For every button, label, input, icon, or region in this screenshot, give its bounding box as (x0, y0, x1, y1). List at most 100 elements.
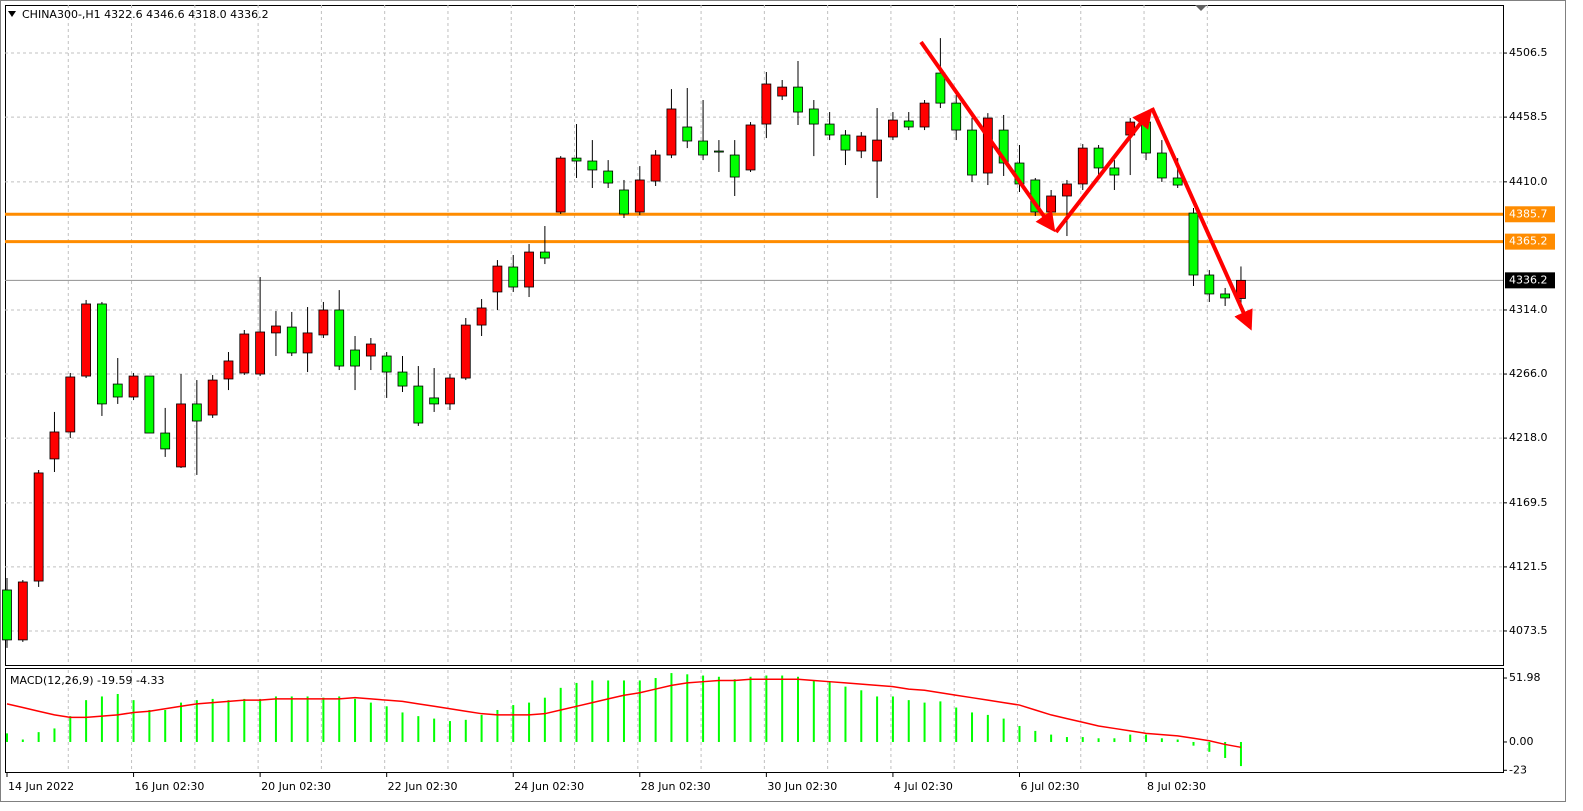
candle-body (445, 377, 455, 405)
candle-body (793, 86, 803, 113)
macd-bar (1224, 741, 1227, 758)
candle-body (982, 117, 993, 174)
candle-body (524, 251, 534, 288)
candle-body (381, 355, 392, 373)
macd-bar (37, 732, 40, 742)
macd-bar (1176, 739, 1179, 742)
candle-body (682, 126, 693, 142)
macd-bar (1002, 718, 1005, 742)
candle-body (1062, 183, 1072, 197)
candle-body (429, 397, 440, 405)
candle-body (903, 120, 914, 128)
macd-bar (385, 706, 388, 742)
macd-bar (733, 679, 736, 742)
macd-bar (1239, 741, 1242, 767)
candle-body (634, 179, 645, 213)
y-tick-label: 0.00 (1509, 735, 1534, 748)
candle-body (508, 266, 519, 288)
candle-body (286, 326, 297, 354)
macd-bar (417, 716, 420, 742)
macd-bar (100, 696, 103, 742)
candle-body (571, 157, 582, 162)
macd-bar (338, 696, 341, 742)
y-tick-label: 4266.0 (1509, 367, 1548, 380)
candle-body (539, 251, 550, 259)
macd-bar (1081, 737, 1084, 742)
x-tick-label: 14 Jun 2022 (8, 780, 74, 793)
macd-bar (274, 696, 277, 742)
candle-body (397, 371, 408, 387)
y-tick-label: 4458.5 (1509, 110, 1548, 123)
macd-bar (1065, 737, 1068, 742)
macd-bar (670, 673, 673, 742)
candle-body (824, 123, 835, 136)
candle-body (492, 265, 503, 293)
x-tick-label: 8 Jul 02:30 (1147, 780, 1206, 793)
macd-bar (559, 687, 562, 742)
y-tick-label: 4506.5 (1509, 46, 1548, 59)
candle-body (935, 72, 946, 104)
macd-title: MACD(12,26,9) -19.59 -4.33 (10, 674, 164, 687)
macd-bar (765, 675, 768, 742)
macd-bar (69, 716, 72, 742)
macd-bar (259, 698, 262, 742)
candle-body (587, 160, 598, 171)
macd-bar (797, 676, 799, 742)
macd-bar (654, 677, 657, 742)
x-tick-label: 30 Jun 02:30 (767, 780, 837, 793)
candle-body (65, 376, 76, 433)
candle-body (49, 431, 60, 460)
candle-body (872, 139, 882, 162)
last-price-label: 4336.2 (1509, 273, 1548, 286)
macd-bar (433, 718, 436, 742)
macd-bar (448, 721, 451, 742)
candle-body (1172, 177, 1183, 186)
y-tick-label: 4218.0 (1509, 431, 1548, 444)
candle-body (650, 154, 661, 182)
candle-body (207, 379, 218, 416)
macd-bar (971, 712, 974, 742)
candle-body (1141, 121, 1151, 154)
candle-body (1109, 167, 1120, 176)
macd-bar (860, 690, 863, 742)
candle-body (176, 403, 186, 468)
candle-body (1046, 195, 1057, 213)
y-tick-label: 4169.5 (1509, 496, 1548, 509)
y-tick-label: 51.98 (1509, 671, 1541, 684)
macd-bar (290, 696, 293, 742)
y-tick-label: 4410.0 (1509, 175, 1548, 188)
candle-body (745, 124, 756, 171)
macd-bar (1034, 730, 1037, 742)
candle-body (951, 102, 962, 131)
macd-bar (781, 675, 784, 742)
macd-bar (907, 700, 910, 742)
candle-body (808, 108, 819, 125)
candle-body (334, 309, 345, 367)
x-tick-label: 6 Jul 02:30 (1020, 780, 1079, 793)
candle-body (729, 154, 740, 178)
level-label-box (1505, 233, 1555, 250)
candle-body (1204, 274, 1215, 295)
macd-bar (180, 702, 183, 742)
candle-body (97, 303, 107, 405)
y-tick-label: 4314.0 (1509, 303, 1548, 316)
candle-body (1236, 279, 1246, 299)
macd-bar (828, 681, 831, 742)
candle-body (350, 349, 360, 367)
annotation-arrows (919, 40, 1253, 331)
macd-bar (6, 733, 8, 742)
x-tick-label: 16 Jun 02:30 (135, 780, 205, 793)
candle-body (81, 303, 91, 377)
candle-body (555, 157, 566, 213)
macd-bar (1129, 734, 1132, 742)
macd-bar (986, 714, 989, 742)
macd-bar (464, 719, 467, 742)
candle-body (365, 343, 376, 357)
candle-body (223, 360, 234, 380)
x-tick-label: 20 Jun 02:30 (261, 780, 331, 793)
candle-body (714, 150, 724, 153)
candle-body (2, 589, 12, 641)
x-tick-label: 4 Jul 02:30 (894, 780, 953, 793)
candle-body (1188, 212, 1199, 276)
